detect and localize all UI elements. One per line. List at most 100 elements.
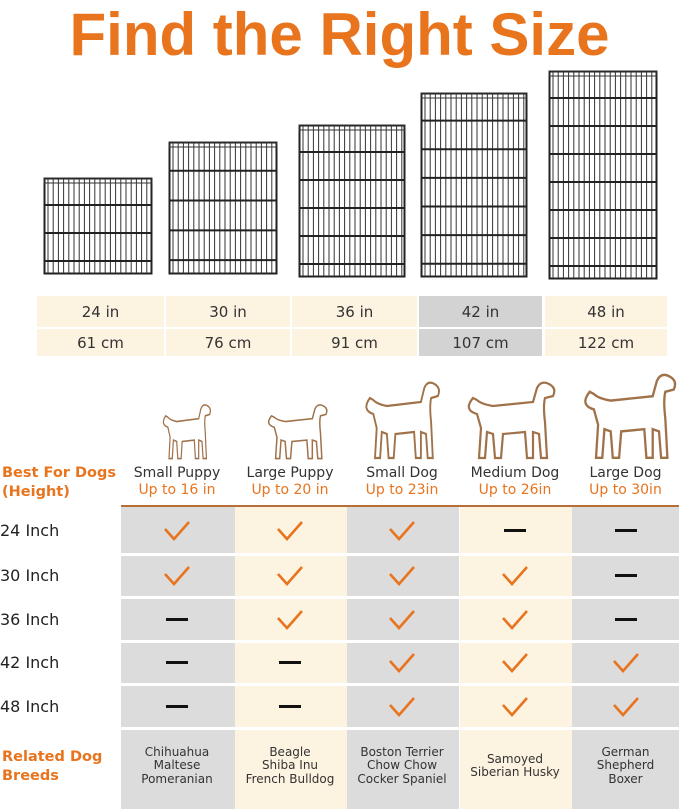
- dash-icon: [166, 704, 188, 708]
- fit-cell: [235, 685, 345, 728]
- breed-name: Beagle: [269, 744, 311, 759]
- row-divider: [121, 727, 679, 730]
- breed-name: Shepherd: [596, 758, 655, 773]
- fit-cell: [572, 642, 679, 684]
- breed-name: Boston Terrier: [360, 744, 444, 759]
- dog-height: Up to 23in: [365, 482, 439, 498]
- related-breeds-cell: Beagle Shiba Inu French Bulldog: [235, 730, 345, 802]
- breed-name: French Bulldog: [245, 771, 335, 786]
- dog-silhouette-icon: [162, 404, 212, 460]
- fit-cell: [347, 598, 457, 641]
- checkmark-icon: [164, 520, 190, 541]
- size-inches: 36 in: [292, 296, 417, 327]
- checkmark-icon: [277, 609, 303, 630]
- crate-size-label: 48 Inch: [0, 696, 60, 716]
- fit-cell: [572, 507, 679, 554]
- checkmark-icon: [389, 566, 415, 586]
- fit-cell: [460, 507, 570, 554]
- breed-name: Samoyed: [486, 751, 544, 766]
- size-cm: 76 cm: [166, 329, 290, 356]
- dog-type-name: Large Dog: [589, 465, 662, 481]
- dog-silhouette-icon: [365, 381, 440, 460]
- fit-cell: [572, 555, 679, 597]
- best-for-label: Best For Dogs (Height): [2, 465, 116, 500]
- checkmark-icon: [502, 609, 528, 630]
- size-cm: 61 cm: [37, 329, 164, 356]
- fit-cell: [121, 507, 233, 554]
- dash-icon: [614, 574, 637, 577]
- fit-cell: [347, 555, 457, 597]
- breed-name: Siberian Husky: [470, 765, 560, 779]
- breed-name: Maltese: [153, 758, 201, 773]
- dog-type-column: [121, 507, 235, 809]
- fit-cell: [347, 507, 457, 554]
- breed-name: Cocker Spaniel: [357, 771, 447, 786]
- fit-cell: [121, 555, 233, 597]
- size-inches: 24 in: [37, 296, 164, 327]
- size-inches: 42 in: [419, 296, 542, 327]
- dog-height: Up to 20 in: [251, 482, 329, 498]
- dash-icon: [504, 528, 526, 532]
- related-breeds-cell: German Shepherd Boxer: [572, 730, 679, 802]
- checkmark-icon: [389, 609, 415, 630]
- dog-height: Up to 30in: [589, 482, 662, 498]
- dog-silhouette-icon: [584, 373, 677, 460]
- fit-cell: [572, 685, 679, 728]
- row-divider: [121, 553, 679, 556]
- checkmark-icon: [277, 566, 303, 586]
- row-divider: [121, 596, 679, 599]
- crate-size-label: 36 Inch: [0, 609, 60, 629]
- dash-icon: [166, 617, 188, 621]
- related-breeds-cell: Chihuahua Maltese Pomeranian: [121, 730, 233, 802]
- dog-height: Up to 26in: [478, 482, 552, 498]
- checkmark-icon: [502, 653, 528, 673]
- fit-cell: [235, 507, 345, 554]
- dash-icon: [279, 704, 301, 708]
- checkmark-icon: [389, 520, 415, 541]
- crate-size-label: 42 Inch: [0, 653, 60, 672]
- fit-cell: [347, 642, 457, 684]
- dog-type-column: [347, 507, 459, 809]
- dog-type-header: Small Dog Up to 23in: [347, 465, 457, 499]
- page-title: Find the Right Size: [69, 1, 610, 68]
- related-breeds-cell: Samoyed Siberian Husky: [460, 730, 570, 802]
- checkmark-icon: [502, 696, 528, 717]
- breed-name: Boxer: [608, 771, 643, 786]
- dog-type-column: [572, 507, 679, 809]
- checkmark-icon: [612, 653, 639, 673]
- breed-name: Pomeranian: [141, 771, 213, 786]
- breed-name: Chow Chow: [366, 758, 438, 773]
- fit-cell: [121, 685, 233, 728]
- dog-type-name: Small Puppy: [133, 465, 221, 481]
- breed-name: Shiba Inu: [261, 758, 319, 773]
- related-breeds-cell: Boston Terrier Chow Chow Cocker Spaniel: [347, 730, 457, 802]
- fit-cell: [460, 598, 570, 641]
- dash-icon: [614, 617, 637, 621]
- size-inches: 30 in: [166, 296, 290, 327]
- fit-cell: [460, 642, 570, 684]
- dog-height: Up to 16 in: [138, 482, 216, 498]
- size-inches: 48 in: [545, 296, 667, 327]
- dog-type-header: Large Puppy Up to 20 in: [235, 465, 345, 499]
- dash-icon: [166, 661, 188, 664]
- fit-cell: [235, 642, 345, 684]
- dog-type-name: Medium Dog: [470, 465, 560, 481]
- dash-icon: [614, 528, 637, 532]
- dog-type-header: Small Puppy Up to 16 in: [121, 465, 233, 499]
- checkmark-icon: [612, 696, 639, 717]
- breed-name: German: [601, 744, 650, 759]
- playpen-image: [548, 70, 658, 280]
- playpen-image: [420, 92, 528, 278]
- dog-silhouette-icon: [467, 381, 556, 460]
- row-divider: [121, 683, 679, 686]
- checkmark-icon: [164, 566, 190, 586]
- fit-cell: [347, 685, 457, 728]
- size-cm: 122 cm: [545, 329, 667, 356]
- size-cm: 91 cm: [292, 329, 417, 356]
- crate-size-label: 24 Inch: [0, 520, 60, 540]
- dog-type-column: [460, 507, 572, 809]
- dog-silhouette-icon: [267, 404, 328, 460]
- playpen-image: [43, 177, 153, 275]
- playpen-image: [298, 124, 406, 278]
- dog-type-header: Large Dog Up to 30in: [572, 465, 679, 499]
